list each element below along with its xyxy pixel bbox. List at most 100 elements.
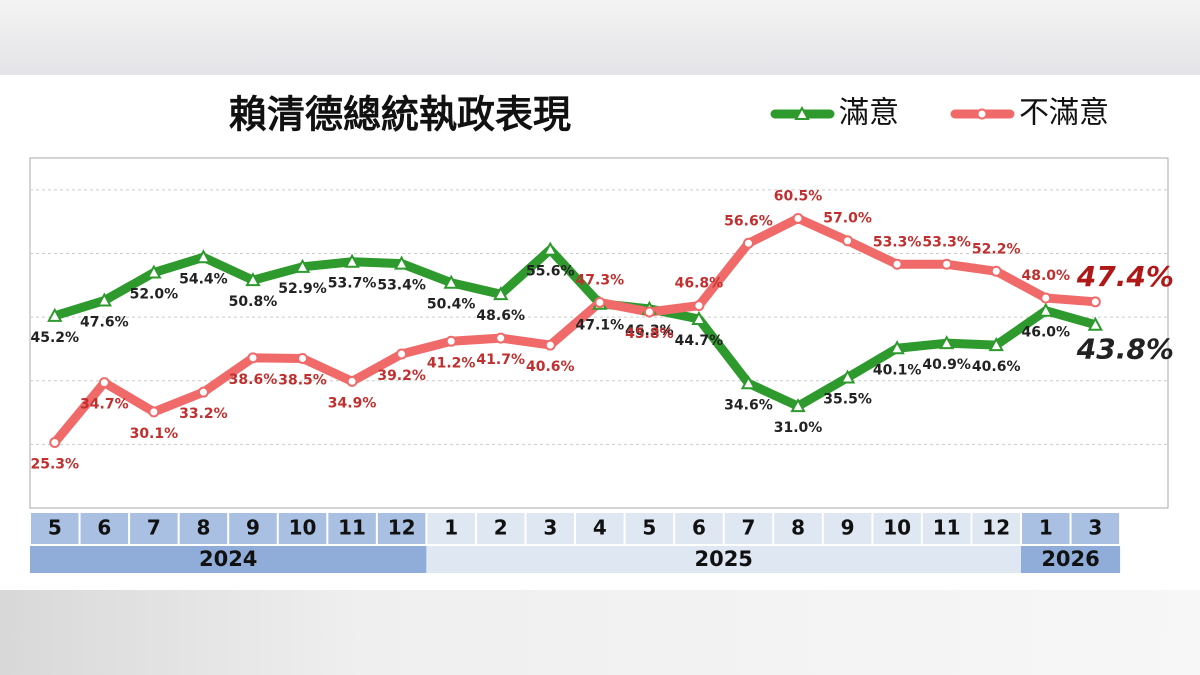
x-tick-label: 8 [791,516,805,540]
data-label: 53.4% [377,278,426,294]
data-point [396,348,408,360]
x-tick-label: 7 [742,516,756,540]
x-tick-label: 5 [48,516,62,540]
data-label: 34.9% [328,395,377,411]
data-label: 52.2% [972,241,1021,257]
x-tick-label: 3 [1088,516,1102,540]
data-point [443,274,459,289]
x-tick-label: 12 [982,516,1010,540]
x-tick-label: 3 [543,516,557,540]
data-point [346,375,358,387]
data-point [495,332,507,344]
data-point [96,292,113,307]
month-cell [972,513,1020,544]
data-point [792,212,804,224]
month-cell [130,513,178,544]
month-cell [922,513,971,544]
data-label: 44.7% [675,333,724,349]
data-label: 47.3% [576,272,625,288]
x-tick-label: 4 [593,516,607,540]
x-tick-label: 6 [692,516,706,540]
data-label: 56.6% [724,213,773,229]
data-point [1087,316,1104,331]
data-label: 52.9% [278,281,327,297]
data-point [790,398,806,413]
data-point [889,340,905,355]
data-label: 55.6% [526,264,575,280]
data-label: 41.7% [476,352,525,368]
data-point [842,235,854,247]
data-point [1040,292,1052,304]
x-tick-label: 9 [246,516,260,540]
plot-frame [29,157,1169,509]
data-label: 52.0% [130,287,179,303]
data-label: 57.0% [823,211,872,227]
x-tick-label: 12 [388,516,416,540]
data-label: 48.0% [1021,268,1070,284]
data-point [693,300,705,312]
data-label: 54.4% [179,271,228,287]
data-label: 48.6% [476,308,525,324]
data-point [643,306,655,318]
background-strip [0,0,1200,75]
data-point [544,339,556,351]
legend-marker [794,105,810,120]
data-label: 40.9% [922,357,971,373]
x-tick-label: 7 [147,516,161,540]
data-point [294,258,311,273]
month-cell [1071,513,1120,544]
data-point [691,310,707,325]
month-cell [724,513,773,544]
x-tick-label: 2 [494,516,508,540]
month-cell [80,513,129,544]
data-label: 40.6% [526,359,575,375]
month-cell [526,513,575,544]
data-label: 34.6% [724,397,773,413]
data-point [393,255,410,270]
x-tick-label: 11 [933,516,961,540]
data-label: 25.3% [30,456,79,472]
data-label: 46.0% [1021,325,1070,341]
x-tick-label: 5 [642,516,656,540]
data-label: 45.2% [30,330,79,346]
data-label: 40.1% [873,362,922,378]
data-point [542,241,558,256]
legend-marker [976,108,988,120]
data-label: 45.8% [625,326,674,342]
x-tick-label: 10 [289,516,317,540]
data-label: 34.7% [80,397,129,413]
month-cell [278,513,327,544]
legend-label: 滿意 [839,96,899,131]
year-label: 2025 [694,547,752,571]
year-label: 2026 [1041,547,1099,571]
x-tick-label: 6 [97,516,111,540]
data-label: 38.5% [278,372,327,388]
year-cell [30,546,427,573]
data-point [47,307,63,322]
data-label: 43.8% [1076,333,1174,366]
series-line [53,245,1097,411]
data-point [594,296,606,308]
data-point [742,237,754,249]
data-point [740,375,757,390]
chart-title: 賴清德總統執政表現 [229,93,571,137]
data-label: 39.2% [377,368,426,384]
month-cell [873,513,921,544]
series-line [51,213,1096,446]
data-label: 47.4% [1076,260,1174,293]
data-point [938,335,955,350]
data-point [247,352,259,364]
data-point [988,337,1004,352]
data-point [197,386,209,398]
month-cell [823,513,872,544]
data-point [344,253,360,268]
data-label: 53.3% [922,234,971,250]
data-label: 47.6% [80,315,129,331]
data-label: 33.2% [179,406,228,422]
data-point [1038,302,1054,317]
data-label: 46.8% [675,276,724,292]
month-cell [427,513,475,544]
data-point [891,258,903,270]
data-point [297,352,309,364]
